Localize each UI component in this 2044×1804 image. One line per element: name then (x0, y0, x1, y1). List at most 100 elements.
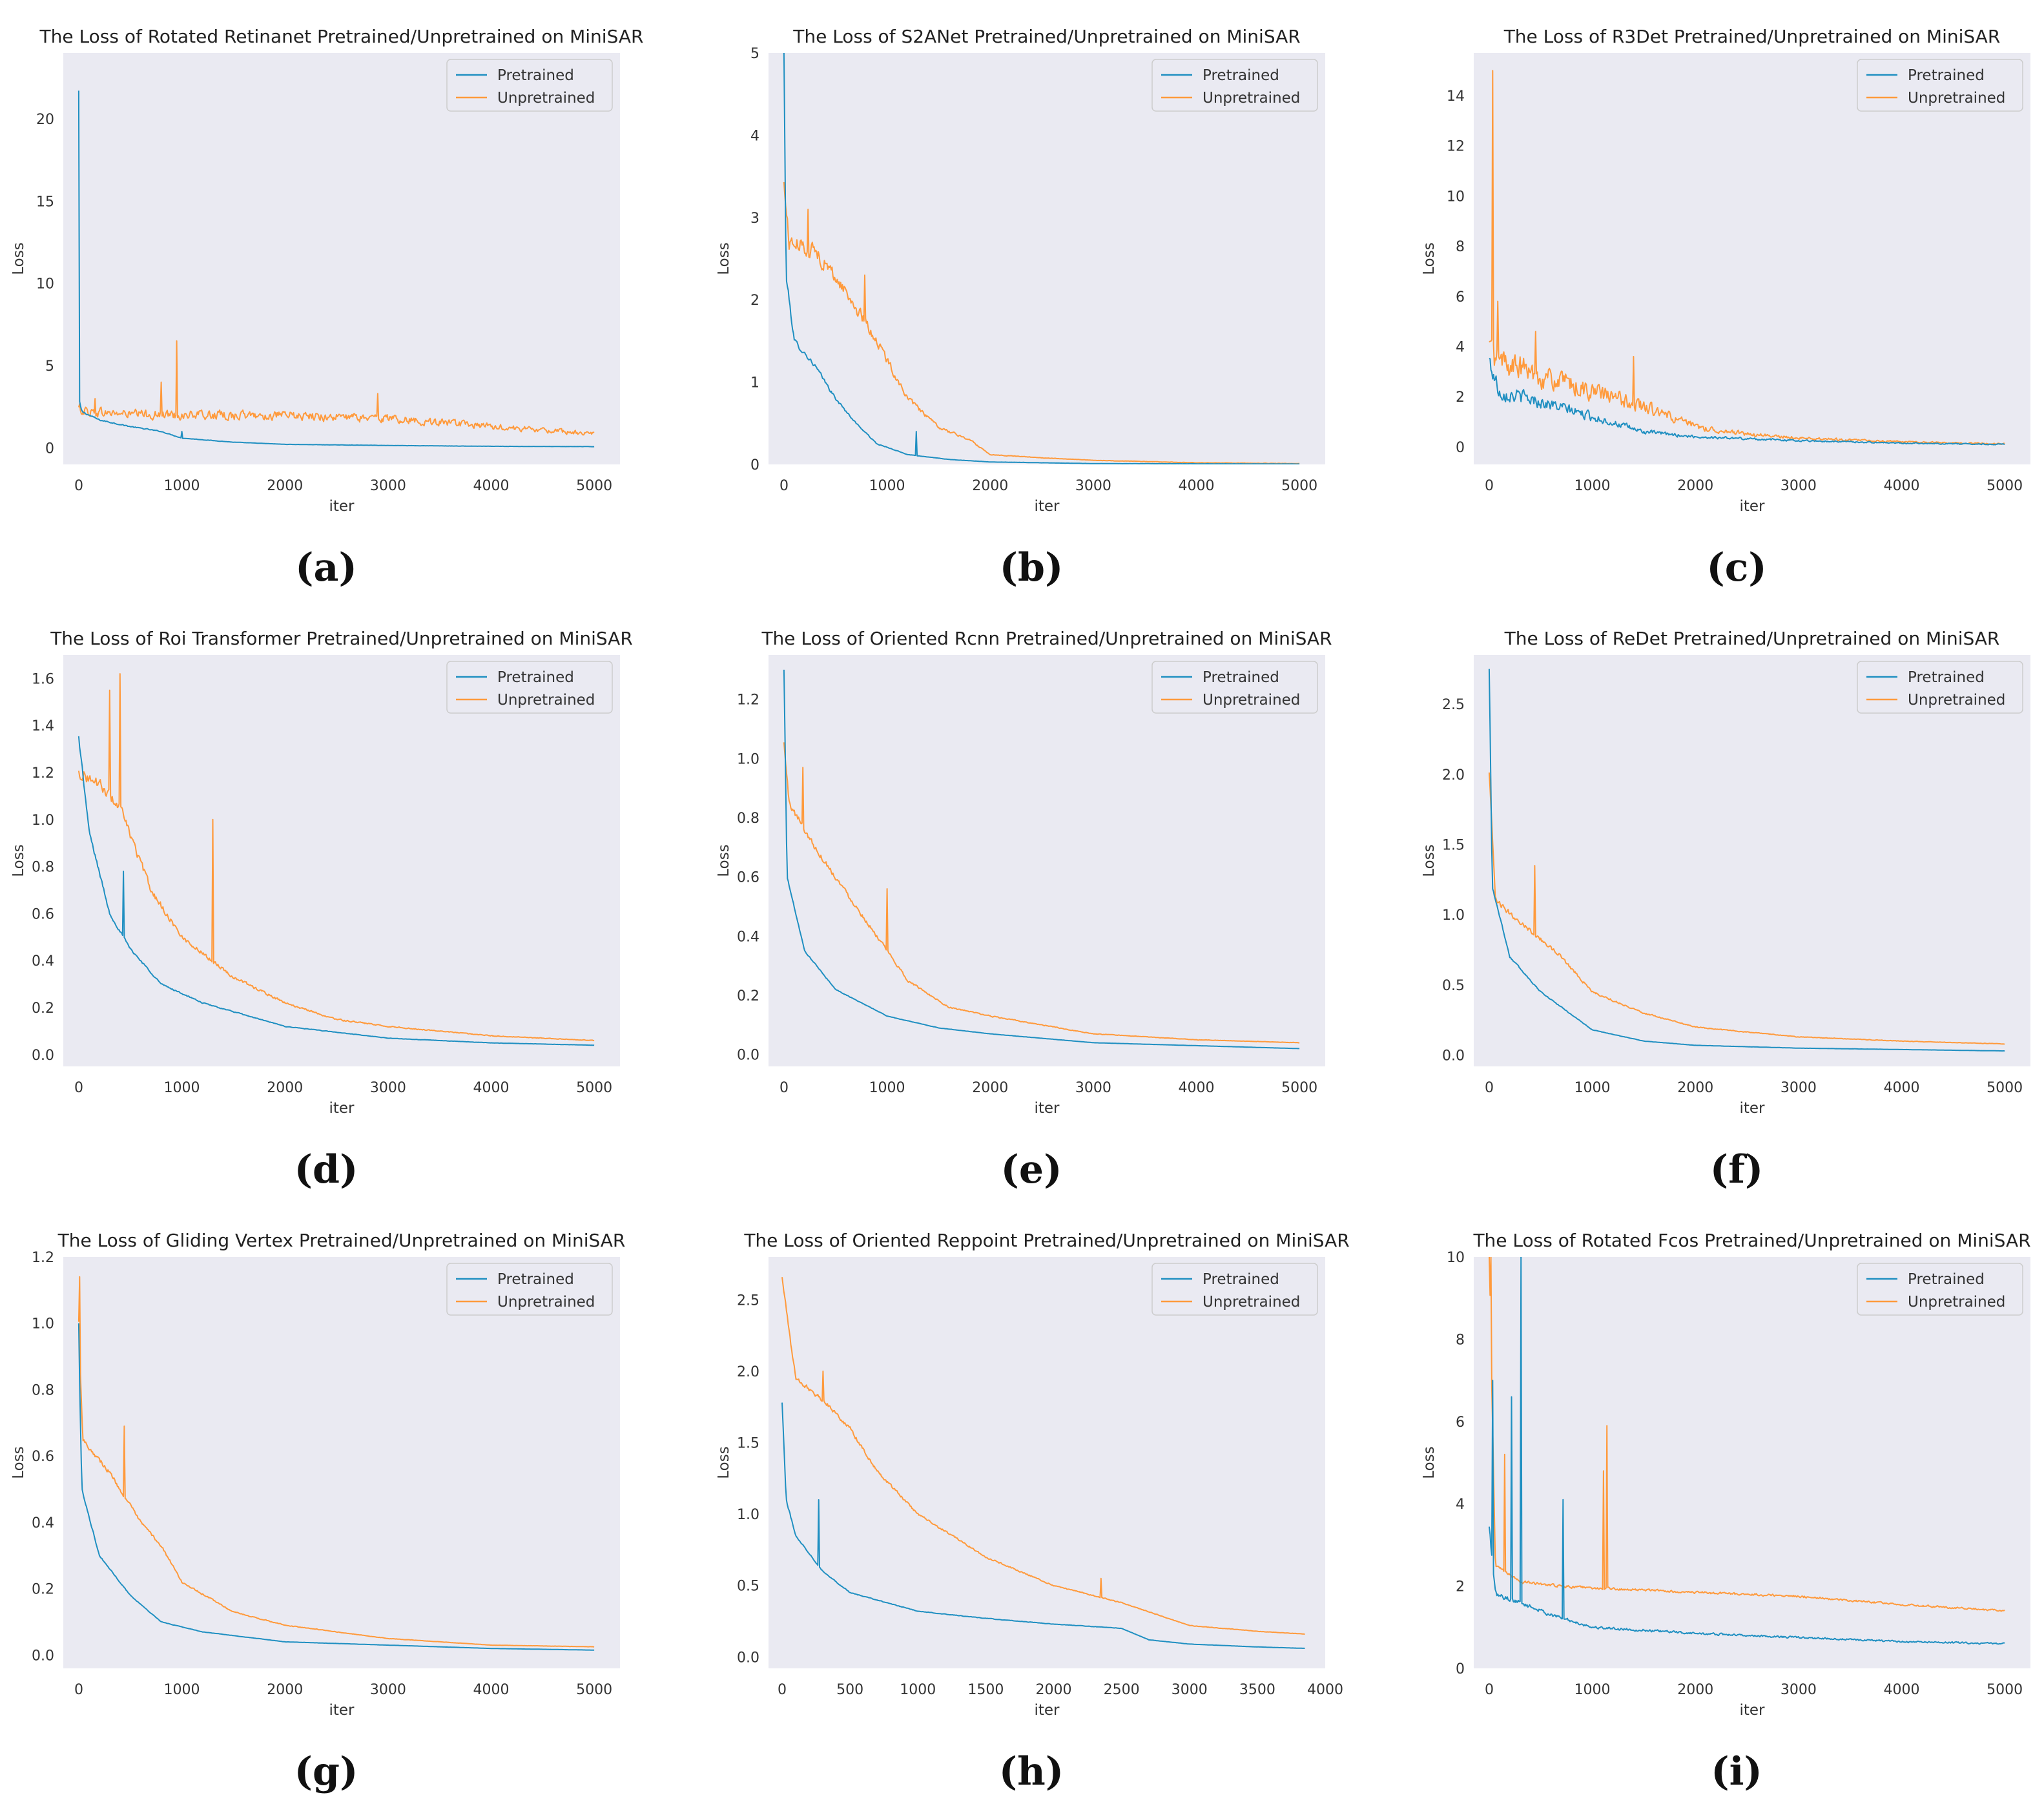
y-tick-label: 0.0 (737, 1650, 759, 1666)
y-tick-label: 1.5 (737, 1436, 759, 1452)
legend-box (446, 661, 613, 714)
legend-box (446, 1263, 613, 1316)
y-tick-label: 0.6 (737, 870, 759, 886)
x-tick-label: 3000 (370, 478, 406, 494)
x-tick-label: 3000 (1781, 1080, 1817, 1096)
x-tick-label: 0 (74, 1682, 83, 1698)
legend-box (1857, 1263, 2023, 1316)
panel-caption: (a) (295, 545, 357, 590)
legend-label-unpretrained: Unpretrained (1203, 90, 1300, 107)
x-tick-label: 2000 (1677, 1080, 1713, 1096)
y-tick-label: 12 (1447, 139, 1465, 155)
y-axis-label: Loss (716, 242, 732, 275)
y-tick-label: 0.8 (737, 811, 759, 827)
x-tick-label: 2000 (1677, 1682, 1713, 1698)
y-axis-label: Loss (1421, 242, 1438, 275)
panel-caption: (g) (294, 1749, 358, 1794)
series-line-unpretrained (1488, 772, 2005, 1045)
plot-area (769, 655, 1325, 1066)
y-tick-label: 0 (750, 457, 759, 473)
legend-label-unpretrained: Unpretrained (1908, 90, 2005, 107)
y-tick-label: 1.2 (32, 765, 54, 782)
x-axis-label: iter (1739, 1702, 1765, 1719)
x-tick-label: 1000 (1574, 478, 1611, 494)
legend-label-pretrained: Pretrained (1203, 669, 1279, 686)
y-tick-label: 1.0 (32, 813, 54, 829)
legend-label-pretrained: Pretrained (1908, 669, 1985, 686)
legend-label-pretrained: Pretrained (1203, 67, 1279, 84)
legend-box (1151, 661, 1318, 714)
legend: Pretrained Unpretrained (1151, 59, 1318, 112)
x-tick-label: 3000 (370, 1080, 406, 1096)
x-tick-label: 0 (74, 1080, 83, 1096)
chart-c: The Loss of R3Det Pretrained/Unpretraine… (1421, 26, 2030, 590)
chart-d: The Loss of Roi Transformer Pretrained/U… (10, 628, 633, 1192)
panel-caption: (b) (1000, 545, 1064, 590)
x-tick-label: 4000 (473, 478, 509, 494)
panel-caption: (h) (999, 1749, 1064, 1794)
chart-title: The Loss of S2ANet Pretrained/Unpretrain… (792, 26, 1300, 47)
chart-title: The Loss of Rotated Fcos Pretrained/Unpr… (1472, 1230, 2030, 1251)
legend: Pretrained Unpretrained (446, 1263, 613, 1316)
series-line-pretrained (1489, 358, 2005, 446)
chart-title: The Loss of ReDet Pretrained/Unpretraine… (1504, 628, 2000, 649)
x-tick-label: 4000 (1883, 1080, 1919, 1096)
series-line-pretrained (783, 53, 1300, 464)
series-line-pretrained (77, 90, 595, 448)
x-tick-label: 4000 (1883, 1682, 1919, 1698)
y-axis-label: Loss (716, 1446, 732, 1478)
y-axis-label: Loss (10, 242, 27, 275)
x-tick-label: 5000 (576, 478, 612, 494)
legend: Pretrained Unpretrained (1151, 661, 1318, 714)
series-line-unpretrained (77, 673, 595, 1042)
x-tick-label: 4000 (1883, 478, 1919, 494)
series-line-pretrained (783, 669, 1300, 1050)
x-axis-label: iter (1034, 498, 1060, 515)
legend-label-unpretrained: Unpretrained (497, 1294, 595, 1311)
y-tick-label: 0 (45, 441, 54, 457)
x-tick-label: 1000 (164, 1682, 200, 1698)
x-axis-label: iter (1034, 1702, 1060, 1719)
y-tick-label: 0.6 (32, 906, 54, 922)
x-tick-label: 2000 (1677, 478, 1713, 494)
x-tick-label: 4000 (1178, 1080, 1214, 1096)
chart-a: The Loss of Rotated Retinanet Pretrained… (10, 26, 643, 590)
x-axis-label: iter (1034, 1100, 1060, 1117)
x-tick-label: 3000 (1781, 478, 1817, 494)
y-tick-label: 2 (750, 293, 759, 309)
x-axis-label: iter (1739, 498, 1765, 515)
series-line-unpretrained (783, 742, 1300, 1044)
legend-label-unpretrained: Unpretrained (497, 90, 595, 107)
y-tick-label: 1.4 (32, 718, 54, 734)
panel-caption: (e) (1001, 1147, 1062, 1192)
y-tick-label: 1.2 (737, 692, 759, 709)
x-axis-label: iter (1739, 1100, 1765, 1117)
legend: Pretrained Unpretrained (1151, 1263, 1318, 1316)
legend-box (1151, 1263, 1318, 1316)
legend: Pretrained Unpretrained (446, 59, 613, 112)
y-tick-label: 0.8 (32, 860, 54, 876)
y-tick-label: 10 (36, 276, 54, 293)
legend: Pretrained Unpretrained (1857, 59, 2023, 112)
chart-title: The Loss of Rotated Retinanet Pretrained… (39, 26, 644, 47)
x-tick-label: 4000 (473, 1080, 509, 1096)
legend-box (1857, 59, 2023, 112)
x-tick-label: 5000 (576, 1682, 612, 1698)
y-tick-label: 1.5 (1442, 837, 1465, 853)
x-tick-label: 1000 (900, 1682, 936, 1698)
series-line-unpretrained (781, 1277, 1305, 1635)
panel-caption: (c) (1706, 545, 1766, 590)
plot-area (63, 1257, 620, 1668)
y-tick-label: 6 (1456, 1415, 1465, 1431)
y-tick-label: 4 (1456, 339, 1465, 355)
y-tick-label: 1.0 (737, 751, 759, 767)
y-tick-label: 2.5 (1442, 697, 1465, 713)
y-tick-label: 0.0 (32, 1048, 54, 1064)
legend-label-unpretrained: Unpretrained (1203, 1294, 1300, 1311)
y-tick-label: 6 (1456, 289, 1465, 306)
chart-g: The Loss of Gliding Vertex Pretrained/Un… (10, 1230, 625, 1794)
x-tick-label: 0 (779, 478, 789, 494)
plot-area (1474, 1257, 2030, 1668)
